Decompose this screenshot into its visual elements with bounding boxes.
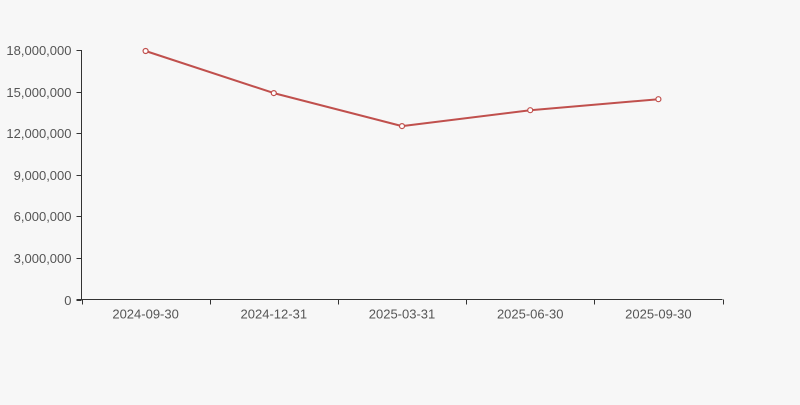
y-tick-label: 0 bbox=[64, 293, 71, 308]
y-tick-label: 9,000,000 bbox=[14, 168, 72, 183]
x-tick-label: 2025-06-30 bbox=[497, 307, 564, 322]
data-point-marker[interactable] bbox=[398, 122, 406, 130]
x-tick-label: 2024-12-31 bbox=[241, 307, 308, 322]
y-tick-label: 6,000,000 bbox=[14, 209, 72, 224]
x-tick-label: 2025-03-31 bbox=[369, 307, 436, 322]
data-point-marker[interactable] bbox=[142, 47, 149, 55]
y-tick-label: 18,000,000 bbox=[6, 43, 71, 58]
y-tick-label: 15,000,000 bbox=[6, 85, 71, 100]
data-point-marker[interactable] bbox=[527, 107, 534, 114]
x-tick-label: 2024-09-30 bbox=[112, 307, 179, 322]
y-tick-label: 3,000,000 bbox=[14, 251, 72, 266]
x-tick-label: 2025-09-30 bbox=[625, 307, 692, 322]
y-tick-label: 12,000,000 bbox=[6, 126, 71, 141]
series-line bbox=[144, 50, 660, 128]
data-point-marker[interactable] bbox=[655, 96, 662, 103]
data-point-marker[interactable] bbox=[270, 89, 277, 97]
